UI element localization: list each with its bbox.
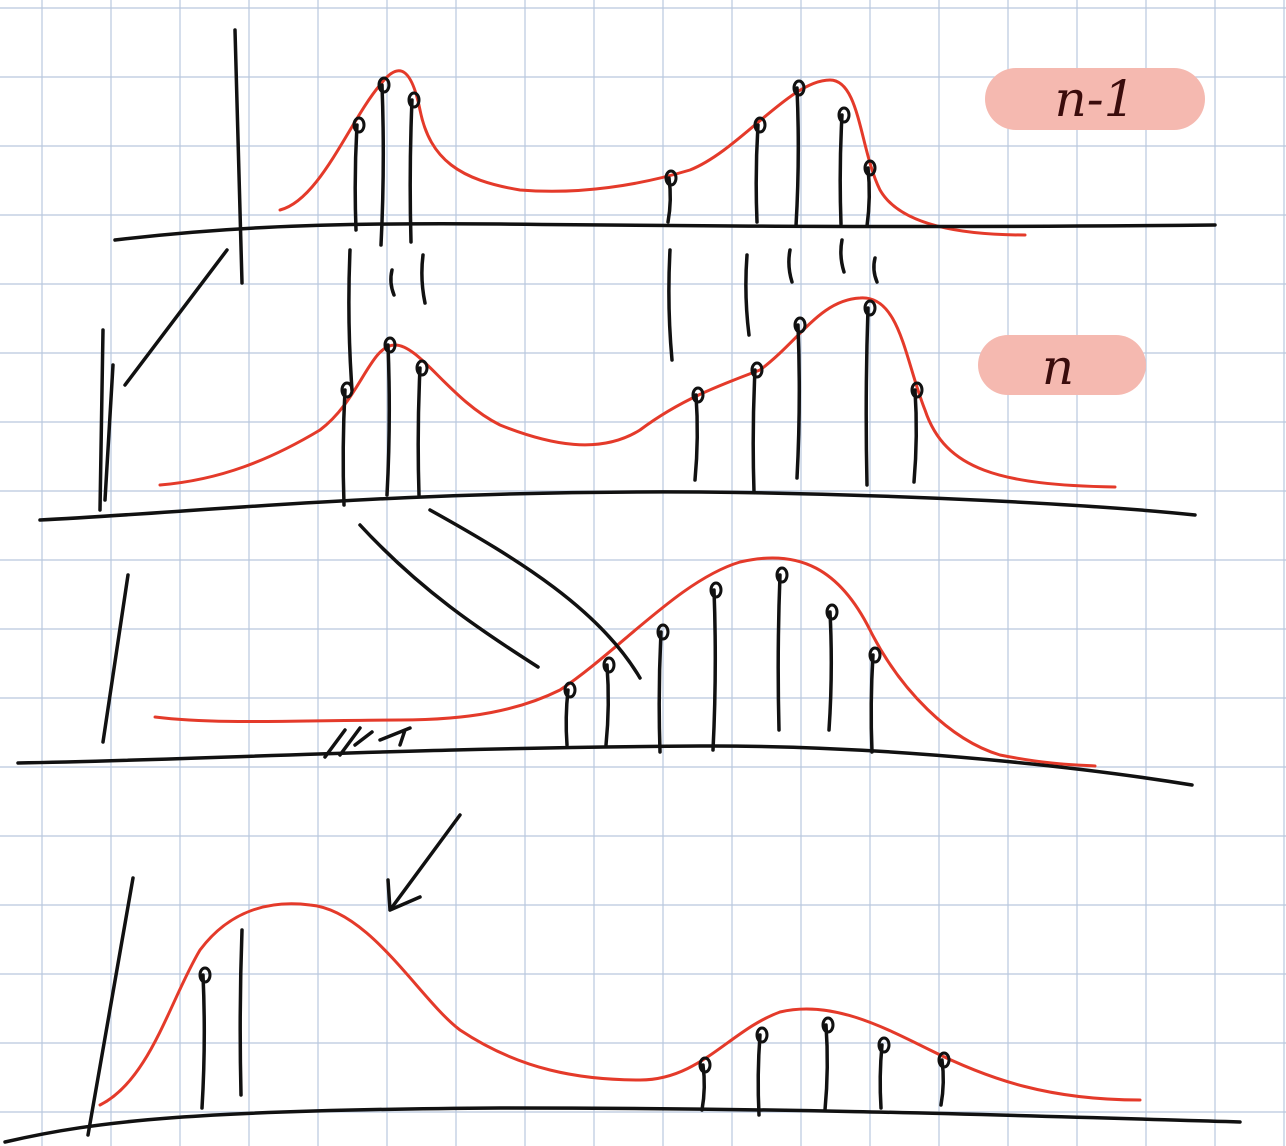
stem xyxy=(343,390,345,505)
label-n: n xyxy=(1042,338,1074,396)
stem-dash xyxy=(746,255,749,335)
stem-dash xyxy=(789,250,792,282)
stem xyxy=(880,1045,882,1108)
stem xyxy=(410,100,412,242)
stem-dash xyxy=(391,270,394,295)
stem-dot xyxy=(409,93,419,107)
stem-dot xyxy=(879,1038,889,1052)
stems xyxy=(200,78,949,1115)
stem xyxy=(566,690,568,745)
stem-dash xyxy=(669,250,672,360)
stem xyxy=(756,125,758,222)
stem-dot xyxy=(870,648,880,662)
stem xyxy=(355,125,357,230)
stem xyxy=(713,590,715,750)
stem-dot xyxy=(200,968,210,982)
stem-dot xyxy=(794,81,804,95)
stem-dot xyxy=(711,583,721,597)
stem-dash xyxy=(422,255,425,303)
stem-dot xyxy=(827,605,837,619)
stem xyxy=(758,1035,760,1115)
stem xyxy=(606,665,608,745)
stem xyxy=(840,115,842,224)
stem xyxy=(825,1025,827,1110)
stem xyxy=(753,370,755,492)
label-n-minus-1: n-1 xyxy=(1055,70,1136,128)
stem xyxy=(866,308,868,485)
stem-dash xyxy=(874,258,877,282)
stem-dot xyxy=(417,361,427,375)
stem xyxy=(871,655,873,752)
sketch: n-1 n xyxy=(0,0,1286,1146)
stem-dot xyxy=(565,683,575,697)
stem-dot xyxy=(354,118,364,132)
stem xyxy=(659,632,661,752)
stem-dot xyxy=(777,568,787,582)
stem-dot xyxy=(839,108,849,122)
grid-paper xyxy=(0,0,1286,1146)
stem xyxy=(202,975,204,1108)
stem xyxy=(797,325,799,478)
black-strokes xyxy=(5,30,1240,1142)
stem-dash xyxy=(349,250,352,390)
stem-dot xyxy=(757,1028,767,1042)
stem xyxy=(778,575,780,730)
stem xyxy=(381,85,383,245)
stem-dot xyxy=(795,318,805,332)
stem xyxy=(240,930,242,1095)
stem xyxy=(914,390,916,482)
stem-dash xyxy=(841,240,844,272)
stem xyxy=(867,168,869,226)
stem xyxy=(418,368,420,495)
stem xyxy=(796,88,798,226)
stem xyxy=(829,612,831,730)
stem xyxy=(695,395,697,480)
